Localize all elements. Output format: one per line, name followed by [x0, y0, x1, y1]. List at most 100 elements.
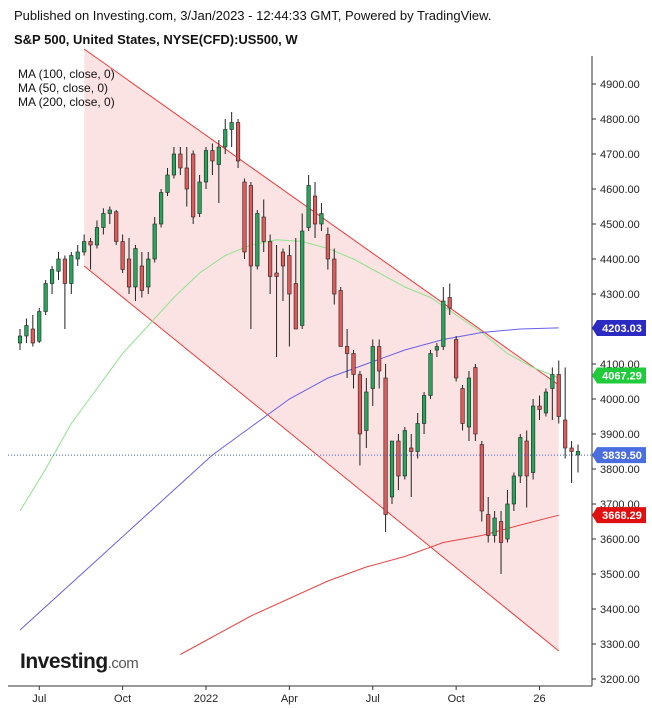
candle [434, 343, 439, 357]
candle-body [312, 195, 318, 225]
candle-body [75, 251, 80, 260]
candle [43, 280, 48, 315]
candle-body [409, 447, 414, 452]
candle [242, 178, 247, 259]
candle-body [325, 234, 330, 260]
candle [505, 490, 510, 543]
candle [306, 175, 311, 231]
candle [345, 329, 350, 378]
candle [216, 140, 221, 203]
candle [550, 367, 555, 420]
candle [197, 175, 202, 217]
candle-body [88, 241, 93, 246]
candle [524, 430, 529, 508]
candle-body [114, 211, 119, 242]
candle-body [543, 391, 548, 414]
x-tick-label: Apr [281, 693, 298, 705]
candle-body [255, 213, 260, 267]
candle-body [248, 185, 253, 267]
investing-logo[interactable]: Investing.com [20, 650, 139, 674]
ma-line-1 [19, 327, 559, 631]
candle [325, 227, 330, 270]
candle [486, 497, 491, 543]
candle-body [24, 325, 29, 337]
candle-body [94, 227, 100, 246]
candle [287, 245, 292, 347]
candle [563, 367, 568, 459]
candle [351, 350, 356, 389]
candle [30, 315, 35, 347]
candle-body [126, 258, 132, 288]
candle-body [30, 328, 35, 344]
candle-body [300, 230, 305, 326]
candle-body [178, 153, 183, 169]
candle-body [107, 209, 112, 214]
candle-body [422, 395, 427, 424]
candle [120, 234, 125, 273]
candle [255, 210, 260, 270]
candle [126, 238, 132, 294]
candle [447, 283, 452, 315]
candle [56, 252, 61, 280]
candle [396, 434, 401, 490]
candle [454, 336, 459, 382]
candle-body [280, 251, 286, 267]
candle-body [139, 265, 144, 291]
candle-body [505, 503, 510, 540]
candle-body [345, 346, 350, 354]
candle [248, 182, 253, 329]
y-tick-label: 3500.00 [600, 569, 640, 581]
candle-body [537, 405, 542, 410]
price-tag-box [592, 319, 646, 336]
candle [332, 248, 337, 305]
candles [17, 112, 581, 574]
channel-fill [84, 49, 559, 651]
ma-line-0 [19, 239, 559, 512]
x-tick-label: Jul [32, 693, 46, 705]
candle [62, 255, 67, 329]
candle-body [357, 374, 362, 435]
candle [357, 371, 362, 466]
candle [114, 210, 119, 245]
price-tag-box [592, 507, 646, 524]
price-tag-box [592, 447, 646, 464]
candle [139, 252, 144, 298]
candle-body [17, 335, 23, 344]
candle [69, 252, 74, 294]
candle [460, 385, 465, 431]
candle [383, 364, 388, 532]
y-tick-label: 4300.00 [600, 289, 640, 301]
price-tag: 3668.29 [592, 507, 646, 524]
candle-body [50, 269, 55, 284]
x-tick-label: Oct [448, 693, 465, 705]
candle-body [377, 346, 382, 372]
candle-body [524, 440, 529, 477]
axes [8, 56, 593, 687]
candle [441, 287, 446, 350]
y-tick-label: 4500.00 [600, 219, 640, 231]
published-note: Published on Investing.com, 3/Jan/2023 -… [14, 8, 492, 23]
candle-body [396, 440, 401, 477]
candle [82, 234, 87, 256]
candle [479, 441, 484, 522]
candle-body [261, 216, 266, 242]
candle [88, 238, 93, 270]
candle-body [159, 192, 164, 225]
candle-body [460, 388, 465, 424]
candle [312, 182, 318, 238]
candle-body [473, 367, 478, 435]
candle-body [274, 272, 279, 277]
y-tick-label: 3600.00 [600, 534, 640, 546]
candle-body [434, 346, 439, 351]
candle [107, 206, 112, 224]
candle-body [69, 255, 74, 284]
candle [146, 252, 151, 294]
candle-body [389, 440, 395, 498]
candle [229, 112, 234, 147]
candle [428, 350, 433, 399]
candle-body [37, 311, 42, 342]
candle [377, 339, 382, 389]
candle [543, 388, 548, 417]
candle [178, 147, 183, 175]
